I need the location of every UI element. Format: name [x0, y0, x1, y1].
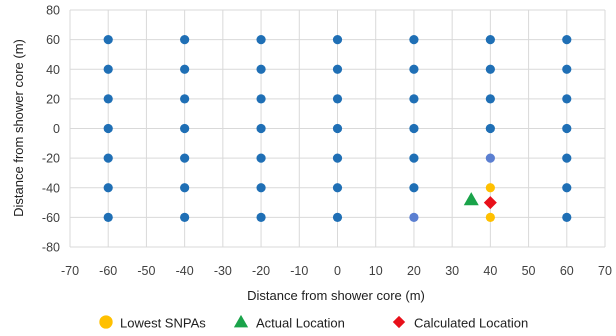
legend-marker — [233, 314, 249, 328]
data-point — [485, 212, 495, 222]
y-tick-label: 20 — [46, 92, 60, 106]
data-point — [562, 123, 572, 134]
data-point — [180, 64, 190, 74]
data-point — [256, 35, 266, 45]
data-point — [485, 94, 495, 104]
data-point — [180, 153, 190, 163]
data-point — [485, 153, 495, 163]
data-point — [409, 183, 419, 193]
data-point — [562, 183, 572, 193]
x-tick-label: -70 — [61, 264, 79, 278]
x-tick-label: 50 — [522, 264, 536, 278]
y-tick-labels: -80 -60 -40 -20 0 20 40 60 80 — [42, 4, 60, 255]
data-point — [409, 153, 419, 163]
data-point — [256, 183, 266, 193]
data-point — [256, 153, 266, 163]
data-point — [180, 183, 190, 193]
data-point — [103, 183, 113, 193]
data-point — [485, 123, 495, 134]
y-axis-title: Distance from shower core (m) — [11, 39, 26, 217]
data-point — [103, 212, 113, 222]
data-point — [103, 35, 113, 45]
data-point — [180, 123, 190, 134]
data-point — [332, 212, 343, 222]
data-point — [332, 153, 343, 163]
data-point — [256, 212, 266, 222]
data-point — [485, 35, 495, 45]
x-tick-labels: -70 -60 -50 -40 -30 -20 -10 0 10 20 30 40 50 60 70 — [61, 264, 612, 278]
data-point — [562, 64, 572, 74]
data-point — [103, 153, 113, 163]
data-point — [256, 94, 266, 104]
data-point — [103, 64, 113, 74]
data-point — [180, 35, 190, 45]
data-point — [562, 94, 572, 104]
data-point — [409, 64, 419, 74]
legend-label: Calculated Location — [414, 316, 528, 331]
x-tick-label: -60 — [99, 264, 117, 278]
x-tick-label: 40 — [483, 264, 497, 278]
data-point — [332, 35, 343, 45]
data-point — [180, 94, 190, 104]
x-tick-label: -10 — [290, 264, 308, 278]
x-tick-label: 70 — [598, 264, 612, 278]
data-point — [180, 212, 190, 222]
data-point — [562, 153, 572, 163]
x-tick-label: -30 — [214, 264, 232, 278]
y-tick-label: 80 — [46, 4, 60, 18]
data-points — [103, 35, 572, 222]
legend-label: Actual Location — [256, 316, 345, 331]
data-point — [332, 94, 343, 104]
data-point — [409, 94, 419, 104]
legend-label: Lowest SNPAs — [120, 316, 206, 331]
data-point — [332, 183, 343, 193]
legend: Lowest SNPAs Actual Location Calculated Lo… — [99, 314, 528, 331]
data-point — [409, 212, 419, 222]
data-point — [332, 64, 343, 74]
data-point — [562, 35, 572, 45]
data-point — [332, 123, 343, 134]
data-point — [103, 123, 113, 134]
x-tick-label: 20 — [407, 264, 421, 278]
y-tick-label: -80 — [42, 241, 60, 255]
y-tick-label: -20 — [42, 152, 60, 166]
data-point — [256, 64, 266, 74]
x-tick-label: 0 — [334, 264, 341, 278]
y-tick-label: 40 — [46, 63, 60, 77]
x-tick-label: 60 — [560, 264, 574, 278]
data-point — [409, 123, 419, 134]
x-tick-label: 10 — [369, 264, 383, 278]
y-tick-label: 0 — [53, 122, 60, 136]
x-tick-label: -40 — [176, 264, 194, 278]
calculated-location-marker — [483, 196, 497, 210]
x-tick-label: 30 — [445, 264, 459, 278]
data-point — [485, 183, 495, 193]
data-point — [256, 123, 266, 134]
data-point — [562, 212, 572, 222]
y-tick-label: -60 — [42, 211, 60, 225]
y-tick-label: 60 — [46, 33, 60, 47]
data-point — [409, 35, 419, 45]
data-point — [485, 64, 495, 74]
legend-marker — [99, 315, 113, 329]
data-point — [103, 94, 113, 104]
x-tick-label: -20 — [252, 264, 270, 278]
x-tick-label: -50 — [137, 264, 155, 278]
x-axis-title: Distance from shower core (m) — [247, 288, 425, 303]
actual-location-marker — [463, 192, 479, 206]
legend-marker — [392, 315, 406, 329]
y-tick-label: -40 — [42, 181, 60, 195]
